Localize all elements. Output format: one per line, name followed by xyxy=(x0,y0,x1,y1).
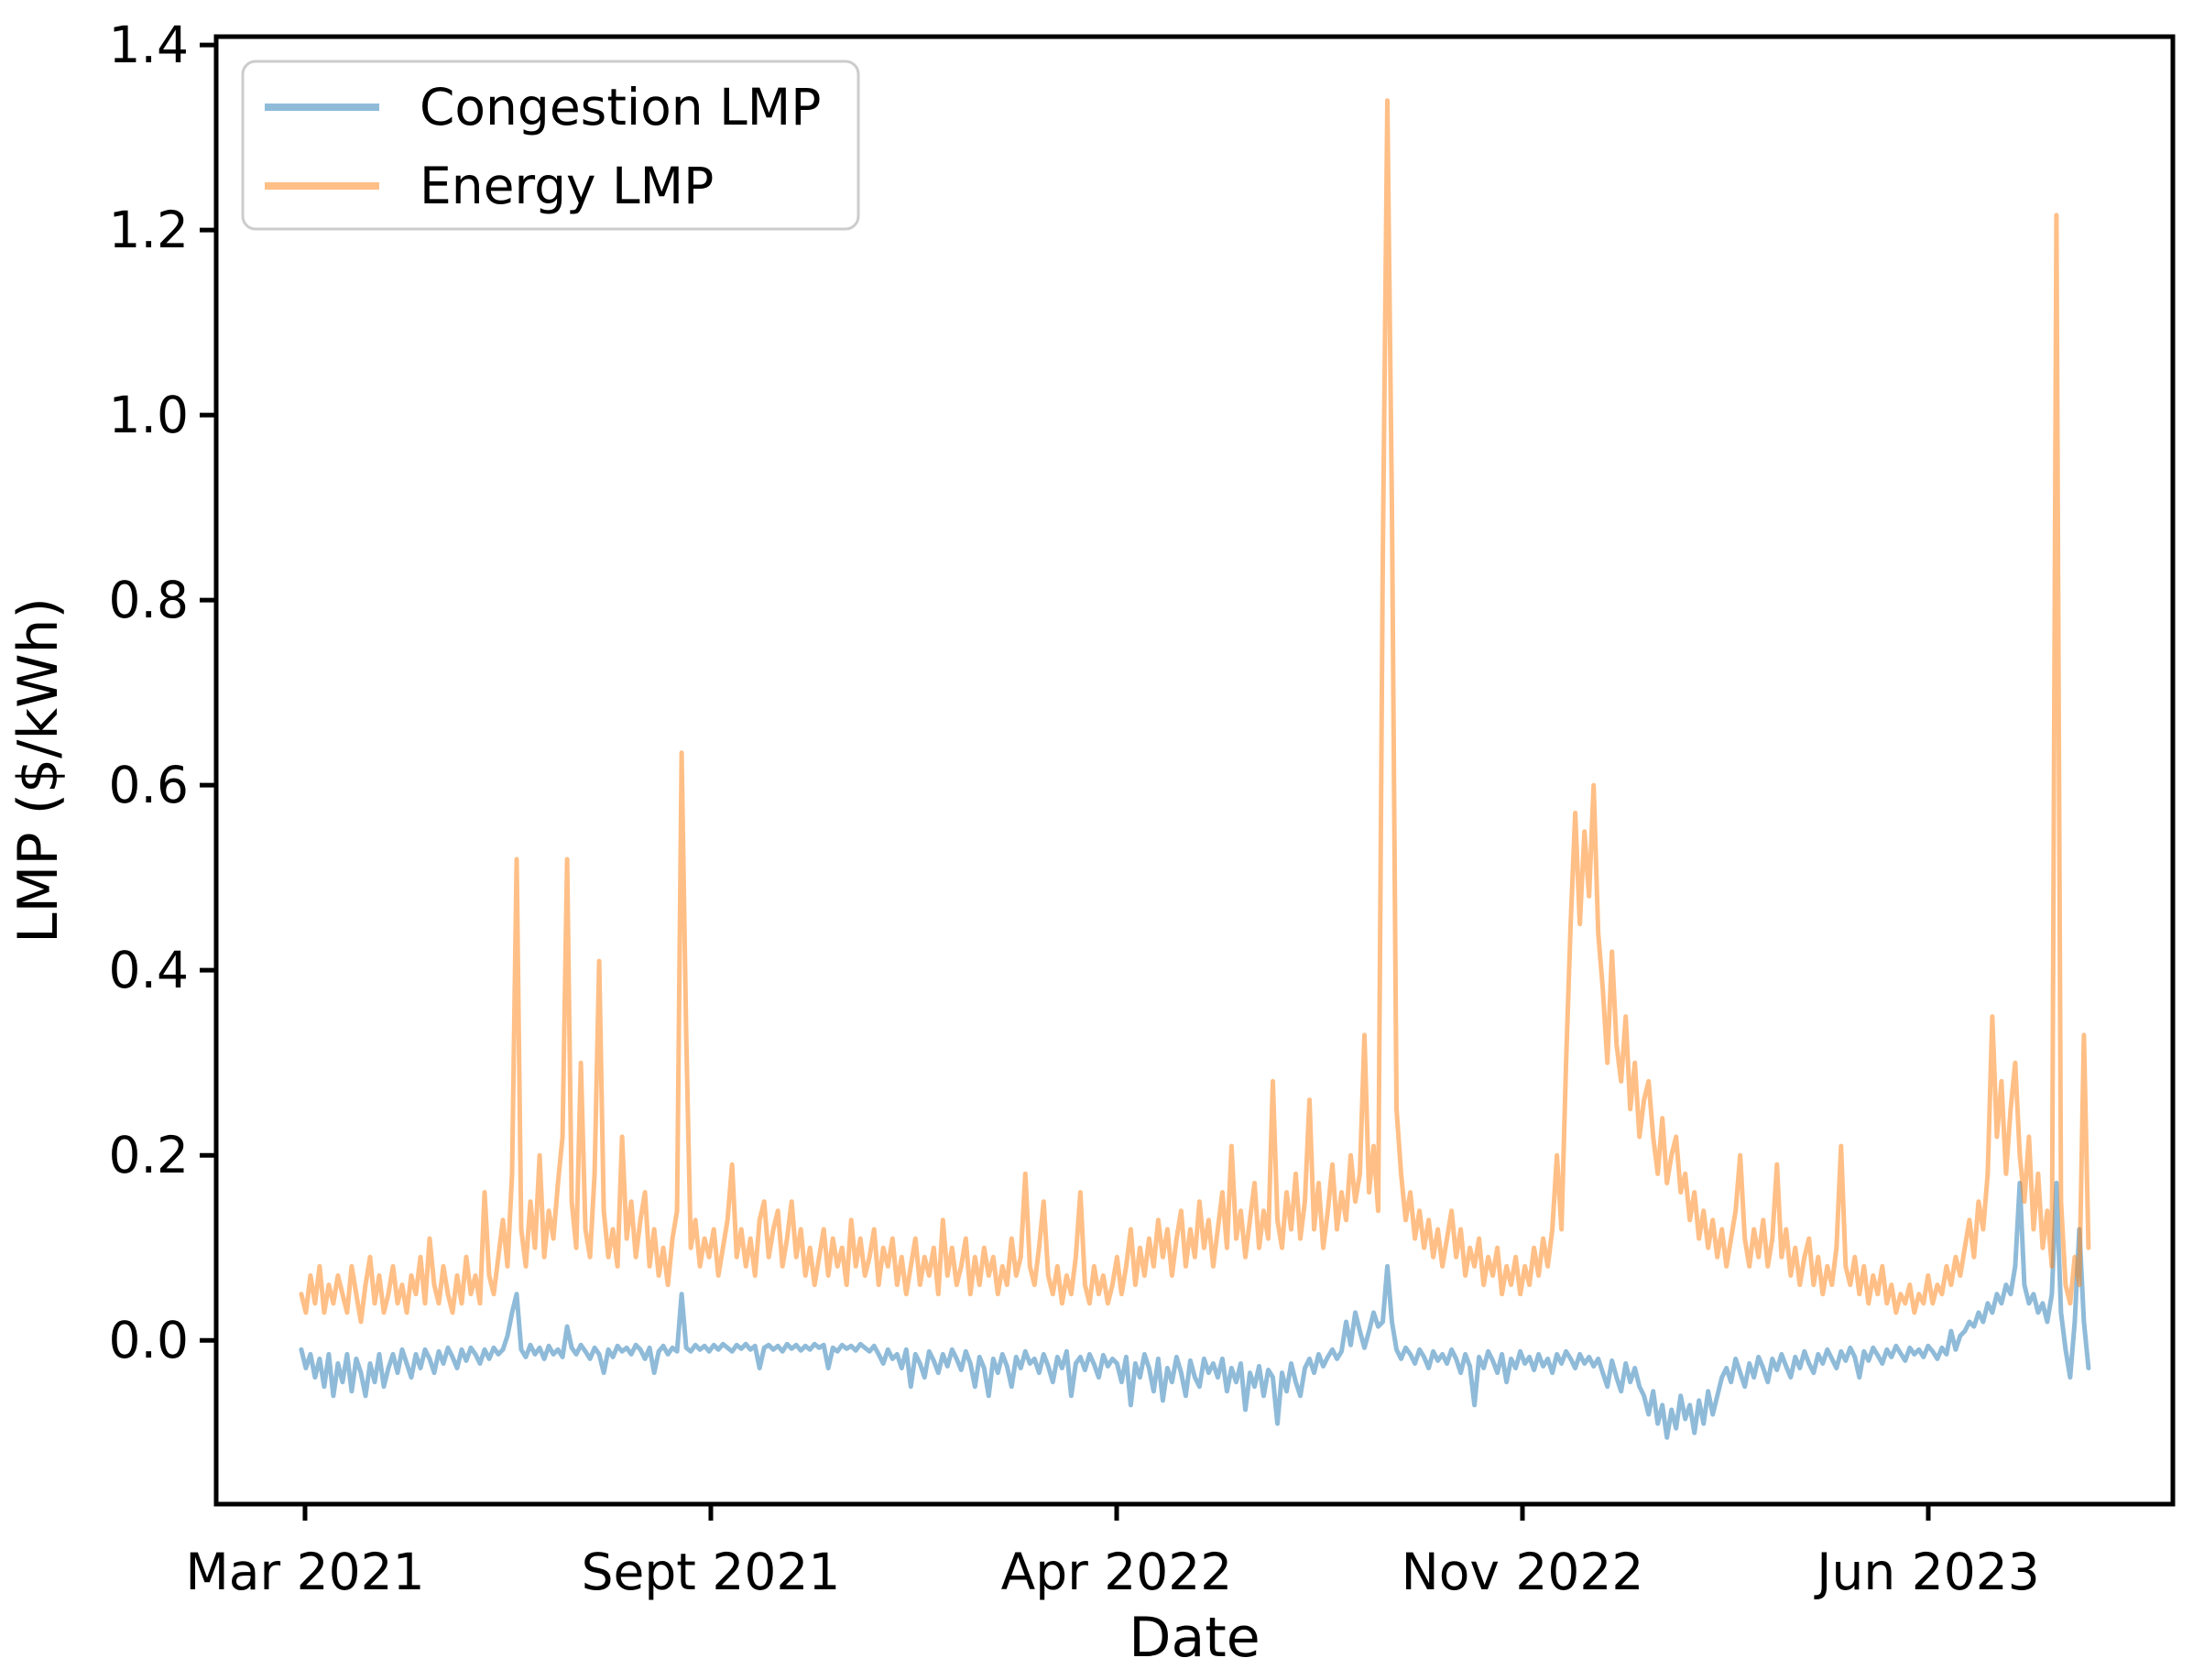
y-tick-label: 0.4 xyxy=(109,941,189,999)
plot-spines xyxy=(213,34,2176,1507)
y-tick-label: 0.8 xyxy=(109,571,189,629)
congestion-lmp-line xyxy=(299,1181,2091,1440)
legend-label-congestion: Congestion LMP xyxy=(420,78,821,136)
plot-series xyxy=(299,98,2091,1440)
legend-box xyxy=(241,60,860,231)
x-tick-label: Apr 2022 xyxy=(1001,1543,1233,1601)
y-tick-label: 1.0 xyxy=(109,386,189,444)
x-axis-title: Date xyxy=(1129,1606,1260,1670)
legend: Congestion LMP Energy LMP xyxy=(241,60,860,231)
x-tick-label: Sept 2021 xyxy=(582,1543,841,1601)
y-axis-title: LMP ($/kWh) xyxy=(6,597,71,944)
legend-label-energy: Energy LMP xyxy=(420,157,714,215)
y-tick-label: 0.2 xyxy=(109,1126,189,1184)
y-tick-label: 1.2 xyxy=(109,201,189,259)
axes: 0.0 0.2 0.4 0.6 0.8 1.0 1.2 1.4 Mar 2021 Sept 202… xyxy=(109,16,2176,1601)
x-tick-label: Nov 2022 xyxy=(1402,1543,1644,1601)
y-tick-label: 0.0 xyxy=(109,1311,189,1369)
y-tick-label: 1.4 xyxy=(109,16,189,74)
energy-lmp-line xyxy=(299,98,2091,1325)
x-tick-label: Jun 2023 xyxy=(1814,1543,2039,1601)
y-tick-label: 0.6 xyxy=(109,756,189,814)
x-tick-label: Mar 2021 xyxy=(185,1543,424,1601)
